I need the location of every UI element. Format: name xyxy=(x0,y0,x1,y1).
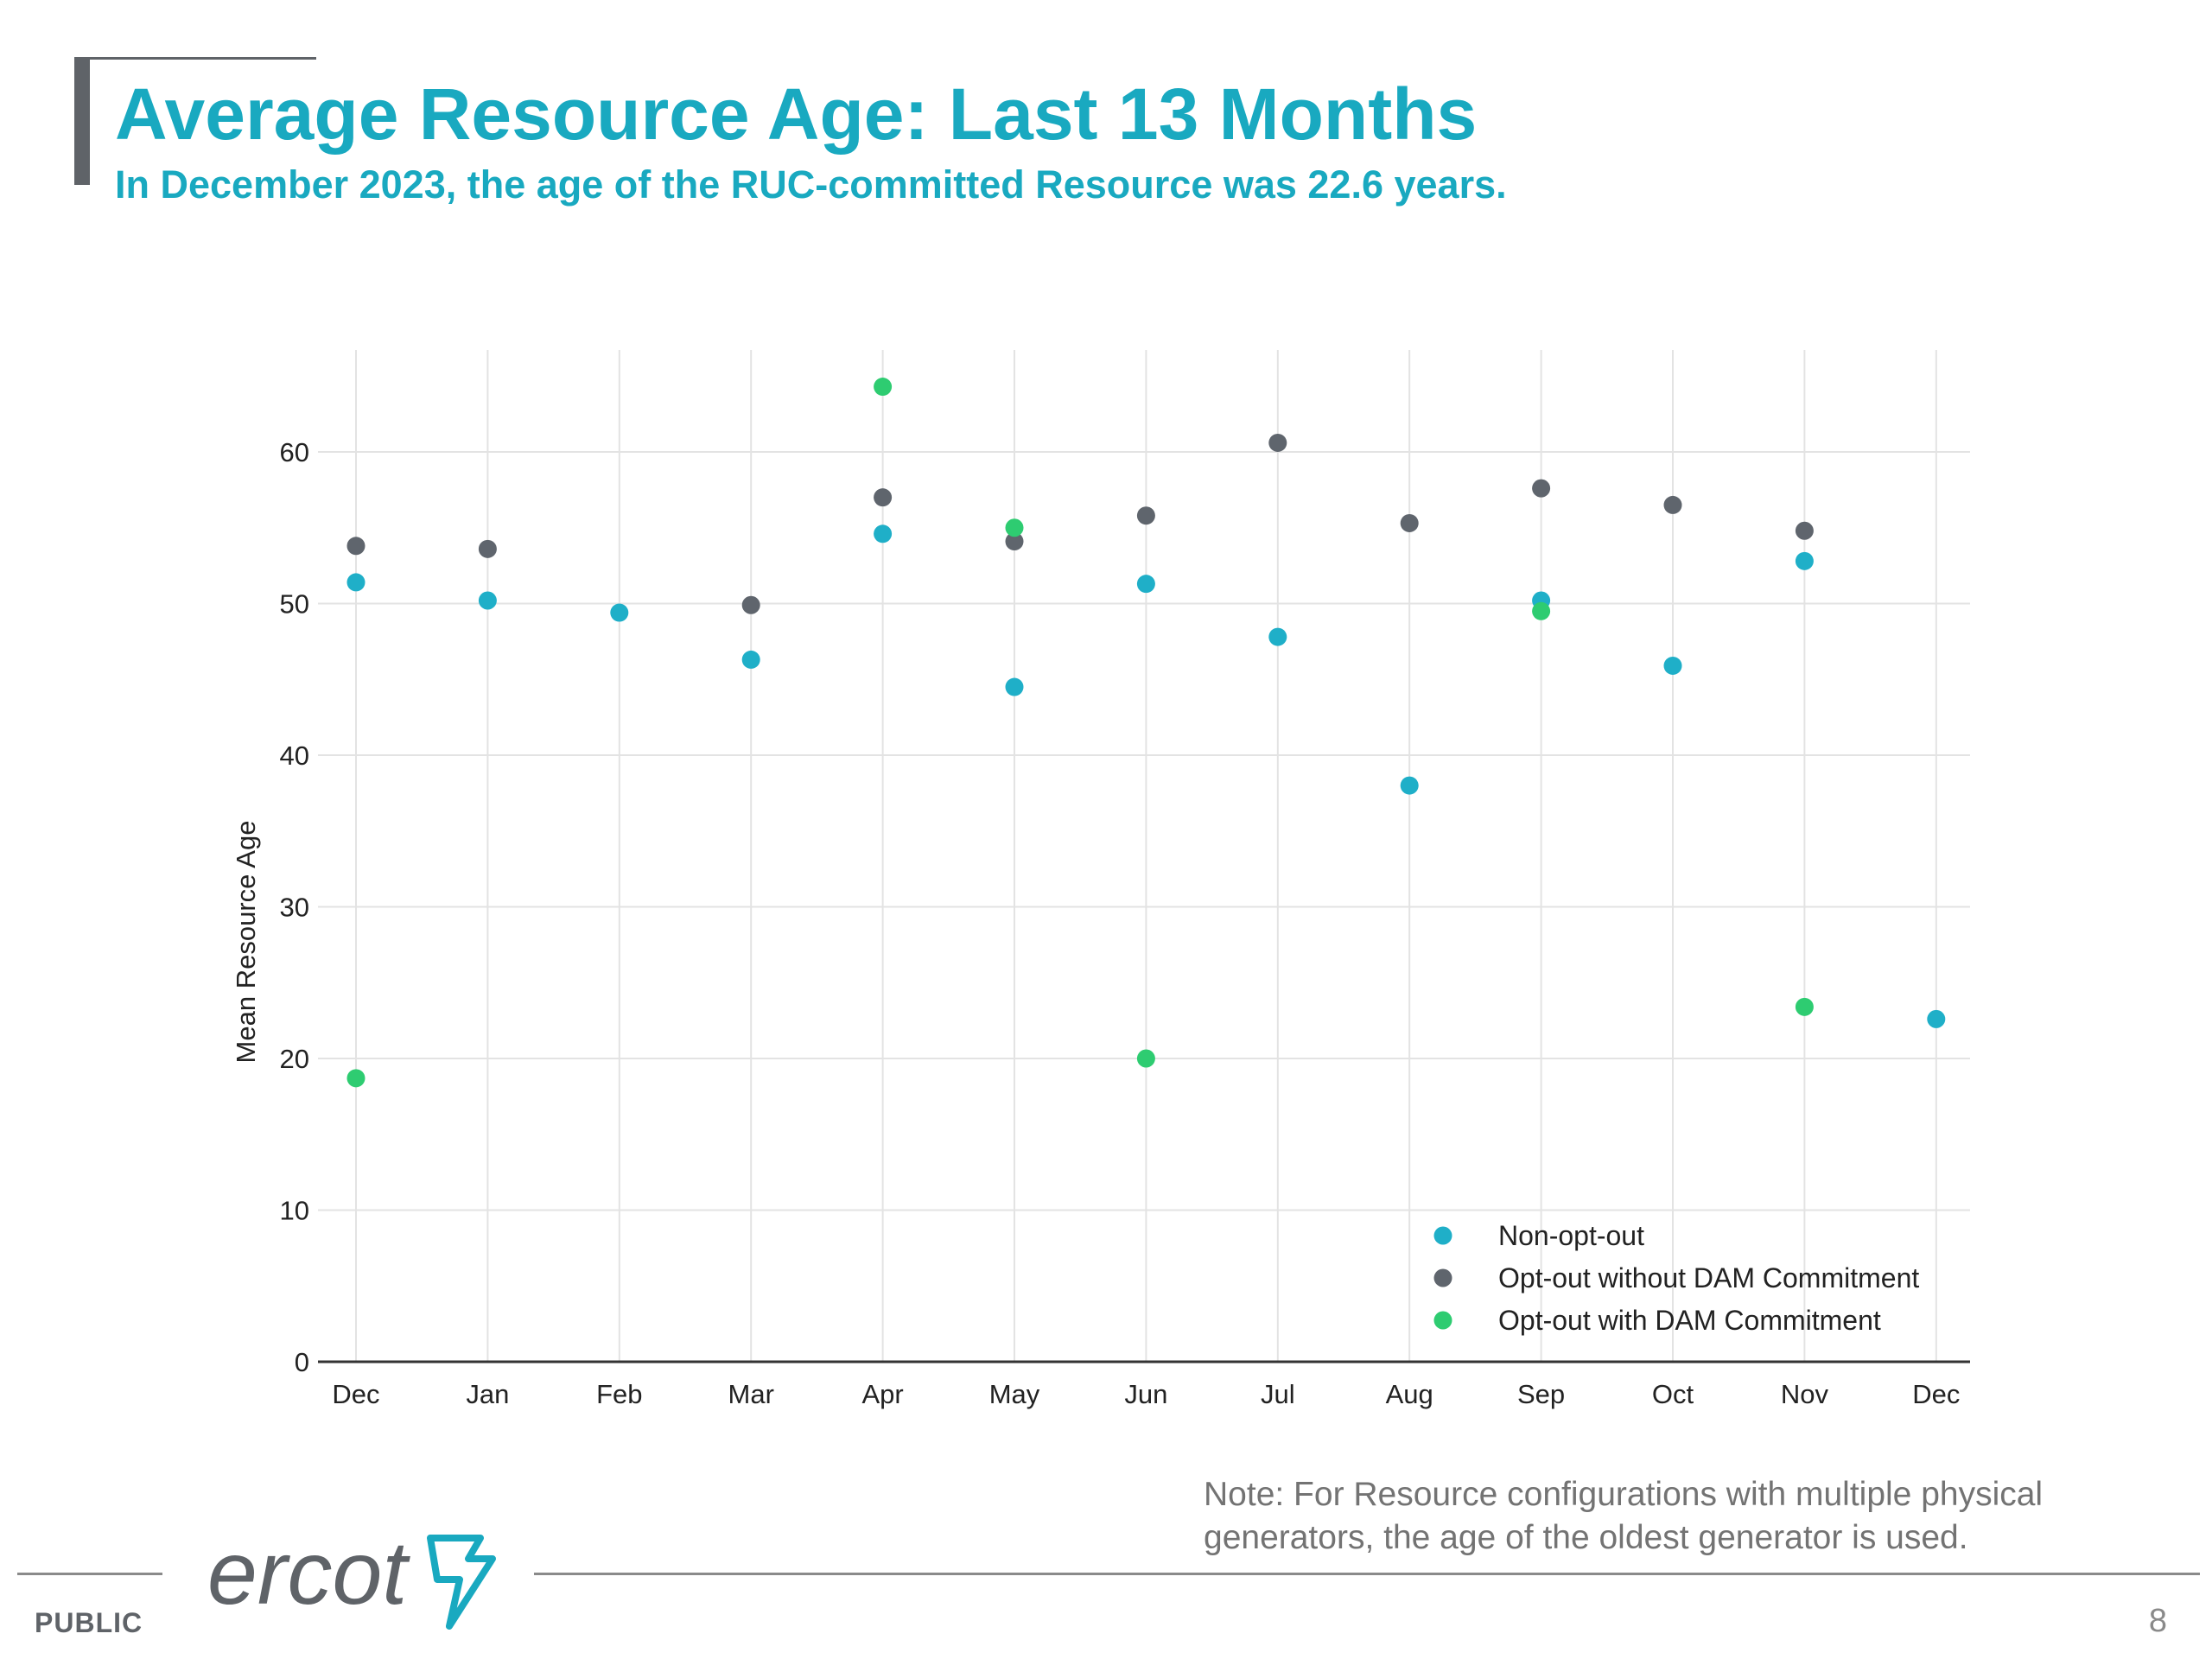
x-tick-label: Mar xyxy=(728,1379,774,1409)
title-accent-line xyxy=(74,57,316,60)
x-tick-label: Dec xyxy=(1912,1379,1960,1409)
x-tick-label: May xyxy=(989,1379,1040,1409)
data-point xyxy=(1005,677,1024,696)
legend-label: Non-opt-out xyxy=(1498,1220,1644,1251)
data-point xyxy=(1268,433,1287,452)
x-tick-label: Aug xyxy=(1386,1379,1433,1409)
chart-points xyxy=(346,378,1946,1088)
legend-marker xyxy=(1433,1226,1452,1245)
data-point xyxy=(1795,551,1814,570)
title-accent-bar xyxy=(74,57,90,185)
data-point xyxy=(478,591,497,610)
x-tick-label: Oct xyxy=(1652,1379,1694,1409)
data-point xyxy=(1136,1049,1155,1068)
data-point xyxy=(874,524,893,543)
data-point xyxy=(1400,513,1419,532)
x-tick-label: Dec xyxy=(332,1379,379,1409)
ercot-logo: ercot xyxy=(207,1523,496,1630)
x-tick-label: Jan xyxy=(466,1379,509,1409)
y-axis-label: Mean Resource Age xyxy=(231,821,261,1064)
y-tick-label: 10 xyxy=(280,1196,309,1226)
logo-bolt-icon xyxy=(427,1535,496,1630)
legend-label: Opt-out with DAM Commitment xyxy=(1498,1305,1881,1336)
data-point xyxy=(874,488,893,507)
data-point xyxy=(1400,776,1419,795)
y-tick-label: 60 xyxy=(280,437,309,467)
chart-grid xyxy=(318,350,1970,1362)
x-tick-label: Apr xyxy=(861,1379,903,1409)
data-point xyxy=(1005,518,1024,537)
page-title: Average Resource Age: Last 13 Months xyxy=(115,73,1478,155)
data-point xyxy=(1136,506,1155,525)
logo-wordmark: ercot xyxy=(207,1523,410,1624)
x-tick-label: Jul xyxy=(1261,1379,1295,1409)
data-point xyxy=(1268,627,1287,646)
chart-legend: Non-opt-out Opt-out without DAM Commitmen… xyxy=(1433,1220,1919,1336)
x-tick-label: Jun xyxy=(1124,1379,1167,1409)
data-point xyxy=(1136,575,1155,594)
y-tick-label: 0 xyxy=(295,1347,309,1377)
data-point xyxy=(1532,601,1551,620)
footer-divider-left xyxy=(17,1573,162,1575)
page-subtitle: In December 2023, the age of the RUC-com… xyxy=(115,162,1507,207)
data-point xyxy=(1663,656,1682,675)
data-point xyxy=(741,650,760,669)
footer-divider-right xyxy=(534,1573,2200,1575)
data-point xyxy=(1795,521,1814,540)
data-point xyxy=(346,537,365,556)
data-point xyxy=(741,595,760,614)
footnote: Note: For Resource configurations with m… xyxy=(1204,1476,2044,1556)
data-point xyxy=(346,1069,365,1088)
chart-tick-labels: Dec Jan Feb Mar Apr May Jun Jul Aug Sep Oct Nov Dec 0… xyxy=(280,437,1961,1409)
legend-marker xyxy=(1433,1311,1452,1330)
data-point xyxy=(874,378,893,397)
classification-label: PUBLIC xyxy=(35,1607,143,1638)
y-tick-label: 50 xyxy=(280,589,309,620)
data-point xyxy=(610,603,629,622)
legend-label: Opt-out without DAM Commitment xyxy=(1498,1262,1919,1294)
data-point xyxy=(1532,479,1551,498)
x-tick-label: Feb xyxy=(596,1379,642,1409)
data-point xyxy=(1795,997,1814,1016)
data-point xyxy=(478,539,497,558)
data-point xyxy=(1663,495,1682,514)
y-tick-label: 40 xyxy=(280,741,309,771)
x-tick-label: Nov xyxy=(1781,1379,1829,1409)
legend-marker xyxy=(1433,1268,1452,1287)
data-point xyxy=(346,573,365,592)
y-tick-label: 30 xyxy=(280,893,309,923)
data-point xyxy=(1927,1009,1946,1028)
page-number: 8 xyxy=(2148,1603,2167,1639)
data-point xyxy=(1005,532,1024,551)
x-tick-label: Sep xyxy=(1517,1379,1565,1409)
y-tick-label: 20 xyxy=(280,1044,309,1074)
